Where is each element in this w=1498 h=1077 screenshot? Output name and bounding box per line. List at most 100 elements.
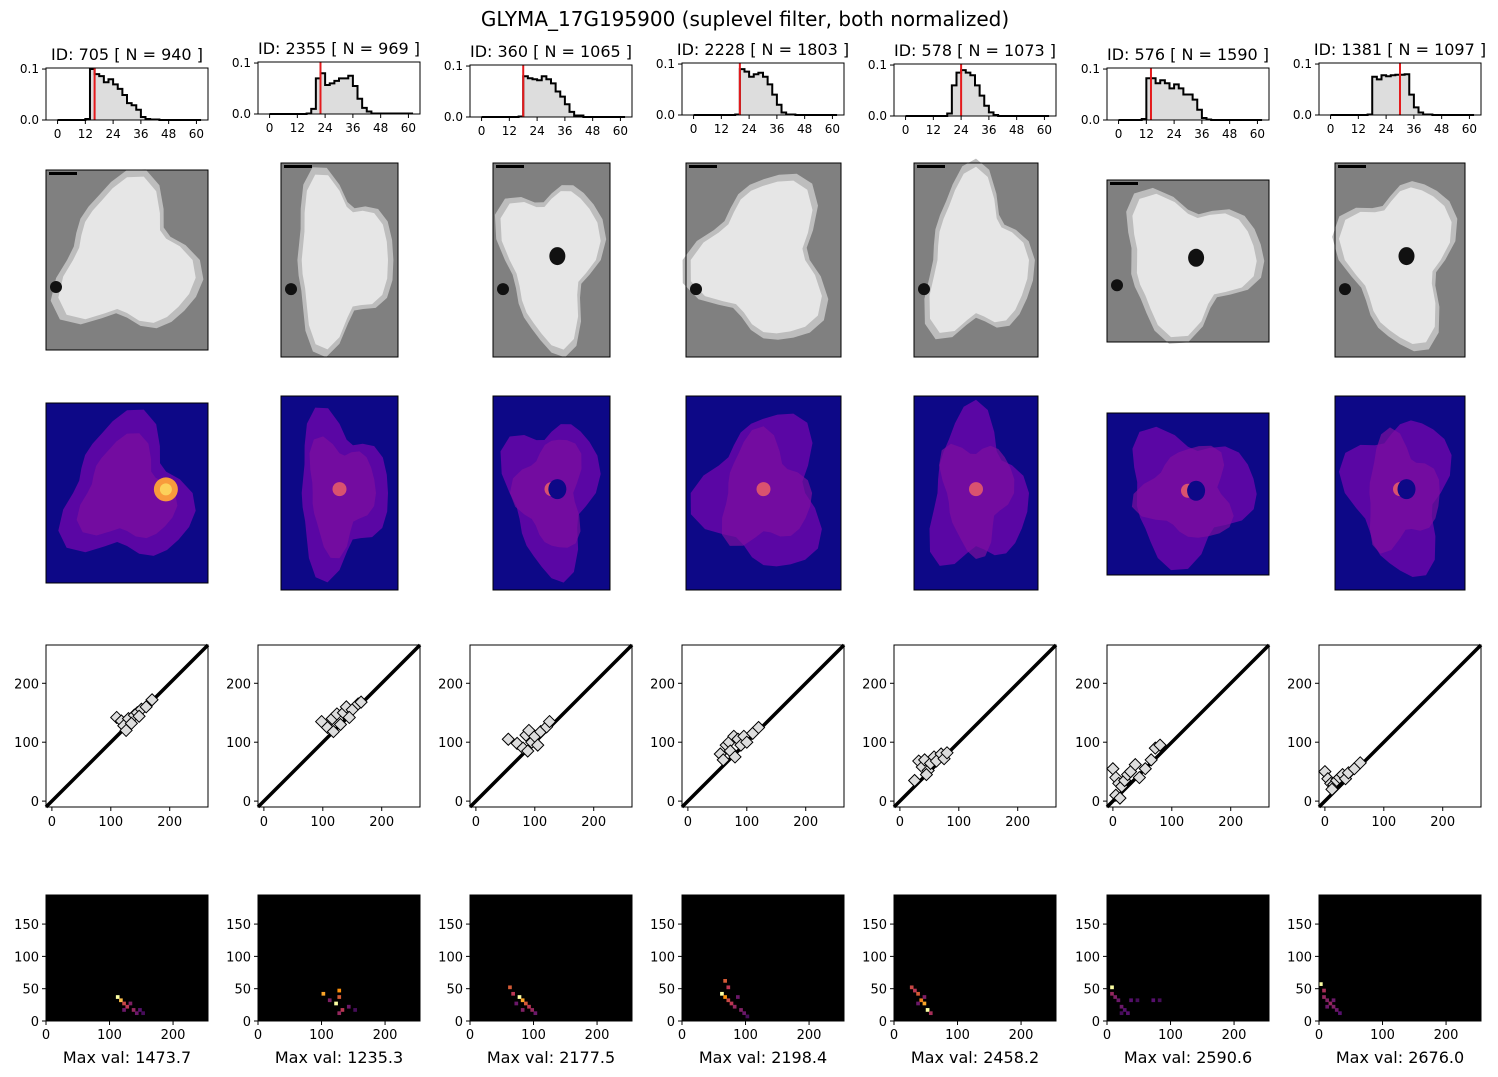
scatter-point xyxy=(1132,770,1147,785)
scatter-xtick-label: 200 xyxy=(157,815,182,830)
heatmap-cell xyxy=(520,1008,525,1012)
heatmap-cell xyxy=(720,991,724,996)
histogram-xtick-label: 48 xyxy=(585,124,600,138)
histogram-xtick-label: 48 xyxy=(373,121,388,135)
heatmap-cell xyxy=(1113,995,1118,999)
scale-bar xyxy=(284,165,312,168)
heatmap-cell xyxy=(742,1011,747,1016)
intensity-hotspot xyxy=(969,482,983,497)
nucleus-hole xyxy=(1397,479,1416,500)
heatmap-max-value-label: Max val: 1235.3 xyxy=(275,1048,403,1067)
scatter-point xyxy=(132,709,146,723)
heatmap-cell xyxy=(527,1004,531,1009)
histogram-id-label: ID: 705 [ N = 940 ] xyxy=(51,45,203,64)
histogram-id-label: ID: 360 [ N = 1065 ] xyxy=(470,42,632,61)
heatmap-xtick-label: 0 xyxy=(890,1028,898,1043)
intensity-image-frame xyxy=(492,395,611,591)
scatter-xtick-label: 0 xyxy=(472,815,480,830)
scatter-xtick-label: 0 xyxy=(1109,815,1117,830)
heatmap-cell xyxy=(1119,1004,1124,1009)
intensity-hotspot xyxy=(756,482,771,497)
cell-image-frame xyxy=(280,162,399,358)
heatmap-cell xyxy=(916,991,920,996)
scatter-point xyxy=(333,717,348,732)
heatmap-cell xyxy=(138,1008,142,1012)
scatter-point xyxy=(716,753,730,767)
histogram-xtick-label: 0 xyxy=(902,123,910,137)
histogram-xtick-label: 24 xyxy=(1378,122,1393,136)
heatmap-cell xyxy=(1325,998,1330,1003)
scatter-plot: 0 100 200 0 100 200 xyxy=(1287,643,1483,830)
histogram-xtick-label: 60 xyxy=(1462,122,1477,136)
heatmap-cell xyxy=(337,995,342,999)
panel-column-4: ID: 2228 [ N = 1803 ] 0 12 24 36 48 60 0.0 0.1 0 1… xyxy=(650,40,849,1067)
histogram-step-line xyxy=(57,68,202,121)
histogram-xtick-label: 36 xyxy=(133,127,148,141)
heatmap-xtick-label: 200 xyxy=(797,1028,822,1043)
heatmap-ytick-label: 150 xyxy=(226,918,251,933)
scatter-ytick-label: 200 xyxy=(226,677,251,692)
dark-spot xyxy=(285,283,297,296)
histogram-xtick-label: 0 xyxy=(690,122,698,136)
intensity-image-frame xyxy=(45,402,209,584)
heatmap-cell xyxy=(1151,998,1156,1003)
heatmap-cell xyxy=(909,985,914,990)
scatter-frame xyxy=(257,644,421,808)
dark-spot xyxy=(497,283,509,296)
panel-column-1: ID: 705 [ N = 940 ] 0 12 24 36 48 60 0.0 0.1 0 100… xyxy=(14,45,210,1067)
dark-spot xyxy=(1111,279,1123,292)
heatmap-cell xyxy=(337,1011,342,1016)
histogram-ytick-label: 0.0 xyxy=(1293,108,1312,122)
scatter-point xyxy=(740,735,754,749)
scatter-frame xyxy=(893,644,1057,808)
scatter-point xyxy=(751,720,766,735)
identity-line xyxy=(892,643,1058,809)
heatmap-xtick-label: 200 xyxy=(373,1028,398,1043)
histogram-xtick-label: 36 xyxy=(981,123,996,137)
heatmap-ytick-label: 50 xyxy=(658,983,675,998)
heatmap-cell xyxy=(1325,1004,1330,1009)
cell-image-frame xyxy=(45,169,209,351)
scatter-ytick-label: 0 xyxy=(243,795,251,810)
heatmap-ytick-label: 50 xyxy=(446,983,463,998)
dark-spot xyxy=(918,283,930,296)
scatter-ytick-label: 100 xyxy=(14,736,39,751)
heatmap-cell xyxy=(1319,982,1323,986)
heatmap-max-value-label: Max val: 2676.0 xyxy=(1336,1048,1464,1067)
heatmap-xtick-label: 0 xyxy=(1315,1028,1323,1043)
identity-line xyxy=(1105,643,1271,809)
intensity-image-frame xyxy=(685,395,842,591)
histogram-frame xyxy=(257,61,421,115)
histogram-area xyxy=(1330,74,1475,115)
histogram-xtick-label: 12 xyxy=(926,123,941,137)
intensity-image-frame xyxy=(1334,395,1466,591)
heatmap-cell xyxy=(925,1008,930,1012)
heatmap-cell xyxy=(530,1008,535,1012)
heatmap-cell xyxy=(1334,1008,1339,1012)
cell-image-frame xyxy=(913,162,1039,358)
histogram-ytick-label: 0.1 xyxy=(20,62,39,76)
heatmap-ytick-label: 0 xyxy=(1304,1015,1312,1030)
scatter-ytick-label: 200 xyxy=(1287,677,1312,692)
scatter-xtick-label: 100 xyxy=(1371,815,1396,830)
histogram: ID: 2228 [ N = 1803 ] 0 12 24 36 48 60 0.0 0.1 xyxy=(656,40,849,136)
heatmap-frame xyxy=(469,894,633,1022)
scale-bar xyxy=(689,165,717,168)
nucleus xyxy=(1188,248,1205,267)
histogram: ID: 360 [ N = 1065 ] 0 12 24 36 48 60 0.0 0.1 xyxy=(444,42,633,138)
histogram-step-line xyxy=(1118,77,1263,121)
scatter-xtick-label: 200 xyxy=(369,815,394,830)
heatmap-xtick-label: 100 xyxy=(97,1028,122,1043)
histogram-xtick-label: 0 xyxy=(478,124,486,138)
intensity-image-frame xyxy=(1106,412,1270,576)
heatmap-xtick-label: 200 xyxy=(1222,1028,1247,1043)
scatter-ytick-label: 100 xyxy=(1287,736,1312,751)
histogram-xtick-label: 24 xyxy=(741,122,756,136)
heatmap-xtick-label: 100 xyxy=(521,1028,546,1043)
scatter-ytick-label: 100 xyxy=(226,736,251,751)
heatmap-cell xyxy=(131,1008,136,1012)
heatmap-background xyxy=(1107,895,1269,1021)
histogram-xtick-label: 0 xyxy=(266,121,274,135)
histogram-xtick-label: 0 xyxy=(1327,122,1335,136)
